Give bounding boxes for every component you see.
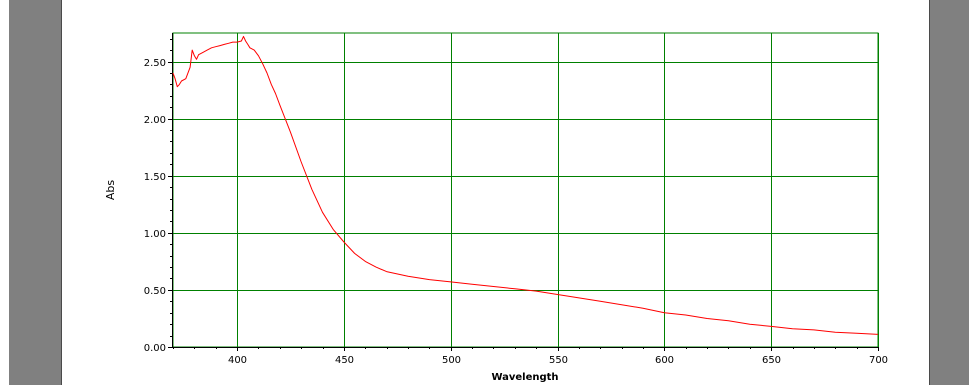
x-tick-label-400: 400 (228, 355, 247, 366)
grid (173, 33, 879, 348)
x-tick-label-550: 550 (549, 355, 568, 366)
x-axis-label: Wavelength (491, 372, 558, 383)
x-tick-label-700: 700 (869, 355, 888, 366)
x-tick-label-450: 450 (335, 355, 354, 366)
plot-frame (172, 32, 879, 348)
right-panel-edge (929, 0, 930, 385)
series-line-0 (172, 35, 879, 335)
right-side-panel (930, 0, 969, 385)
y-axis-label: Abs (104, 180, 117, 201)
left-side-panel (9, 0, 61, 385)
left-panel-edge (61, 0, 62, 385)
x-tick-label-650: 650 (762, 355, 781, 366)
x-tick-label-600: 600 (655, 355, 674, 366)
ticks: 400 450 500 550 600 650 700 0.00 0.50 1.00 1.50 2.0… (144, 39, 888, 366)
y-tick-label-1.00: 1.00 (144, 229, 166, 240)
y-tick-label-2.00: 2.00 (144, 115, 166, 126)
x-tick-label-500: 500 (442, 355, 461, 366)
y-tick-label-0.50: 0.50 (144, 286, 166, 297)
y-tick-label-1.50: 1.50 (144, 172, 166, 183)
axes (172, 32, 879, 348)
series-layer (172, 35, 879, 335)
y-tick-label-2.50: 2.50 (144, 58, 166, 69)
y-tick-label-0.00: 0.00 (144, 343, 166, 354)
